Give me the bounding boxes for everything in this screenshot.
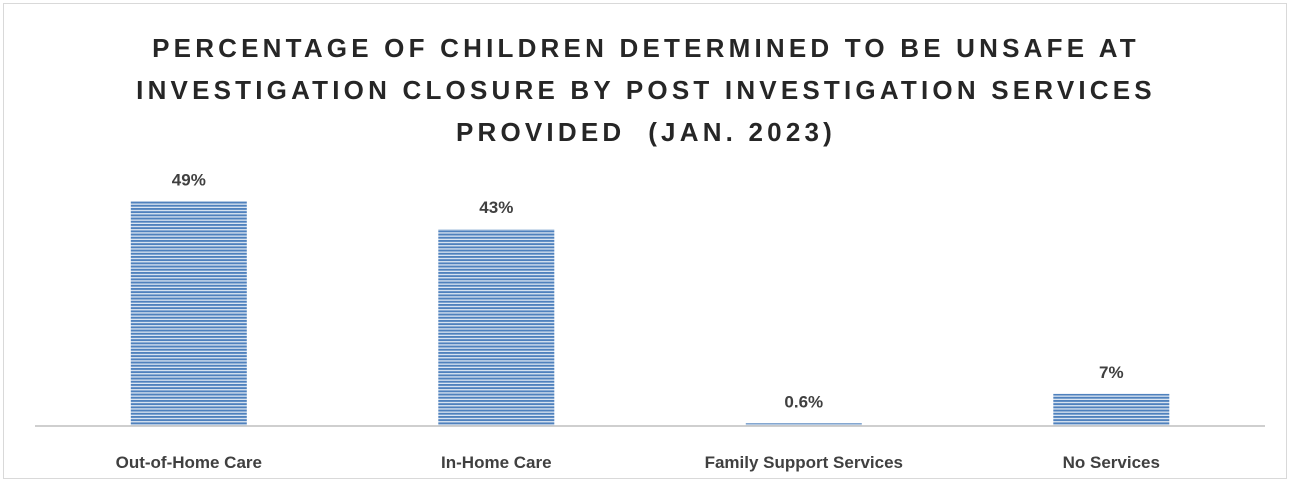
bar-family-support-services: [745, 423, 862, 426]
data-label: 0.6%: [784, 392, 823, 411]
chart-title-line-1: PERCENTAGE OF CHILDREN DETERMINED TO BE …: [152, 33, 1140, 63]
bar-no-services: [1053, 393, 1170, 426]
chart-title-line-3: PROVIDED (JAN. 2023): [456, 117, 836, 147]
data-label: 7%: [1099, 363, 1124, 382]
bar-in-home-care: [438, 229, 555, 426]
chart-title-line-2: INVESTIGATION CLOSURE BY POST INVESTIGAT…: [136, 75, 1156, 105]
data-label: 43%: [479, 198, 513, 217]
category-label: No Services: [1063, 453, 1160, 472]
category-label: Out-of-Home Care: [116, 453, 262, 472]
bar-out-of-home-care: [130, 201, 247, 426]
data-label: 49%: [172, 171, 206, 190]
labels-layer: 49% Out-of-Home Care 43% In-Home Care 0.6% Fa…: [116, 171, 1160, 473]
bars-layer: [130, 201, 1170, 426]
chart-title: PERCENTAGE OF CHILDREN DETERMINED TO BE …: [136, 33, 1156, 147]
category-label: Family Support Services: [705, 453, 903, 472]
category-label: In-Home Care: [441, 453, 552, 472]
